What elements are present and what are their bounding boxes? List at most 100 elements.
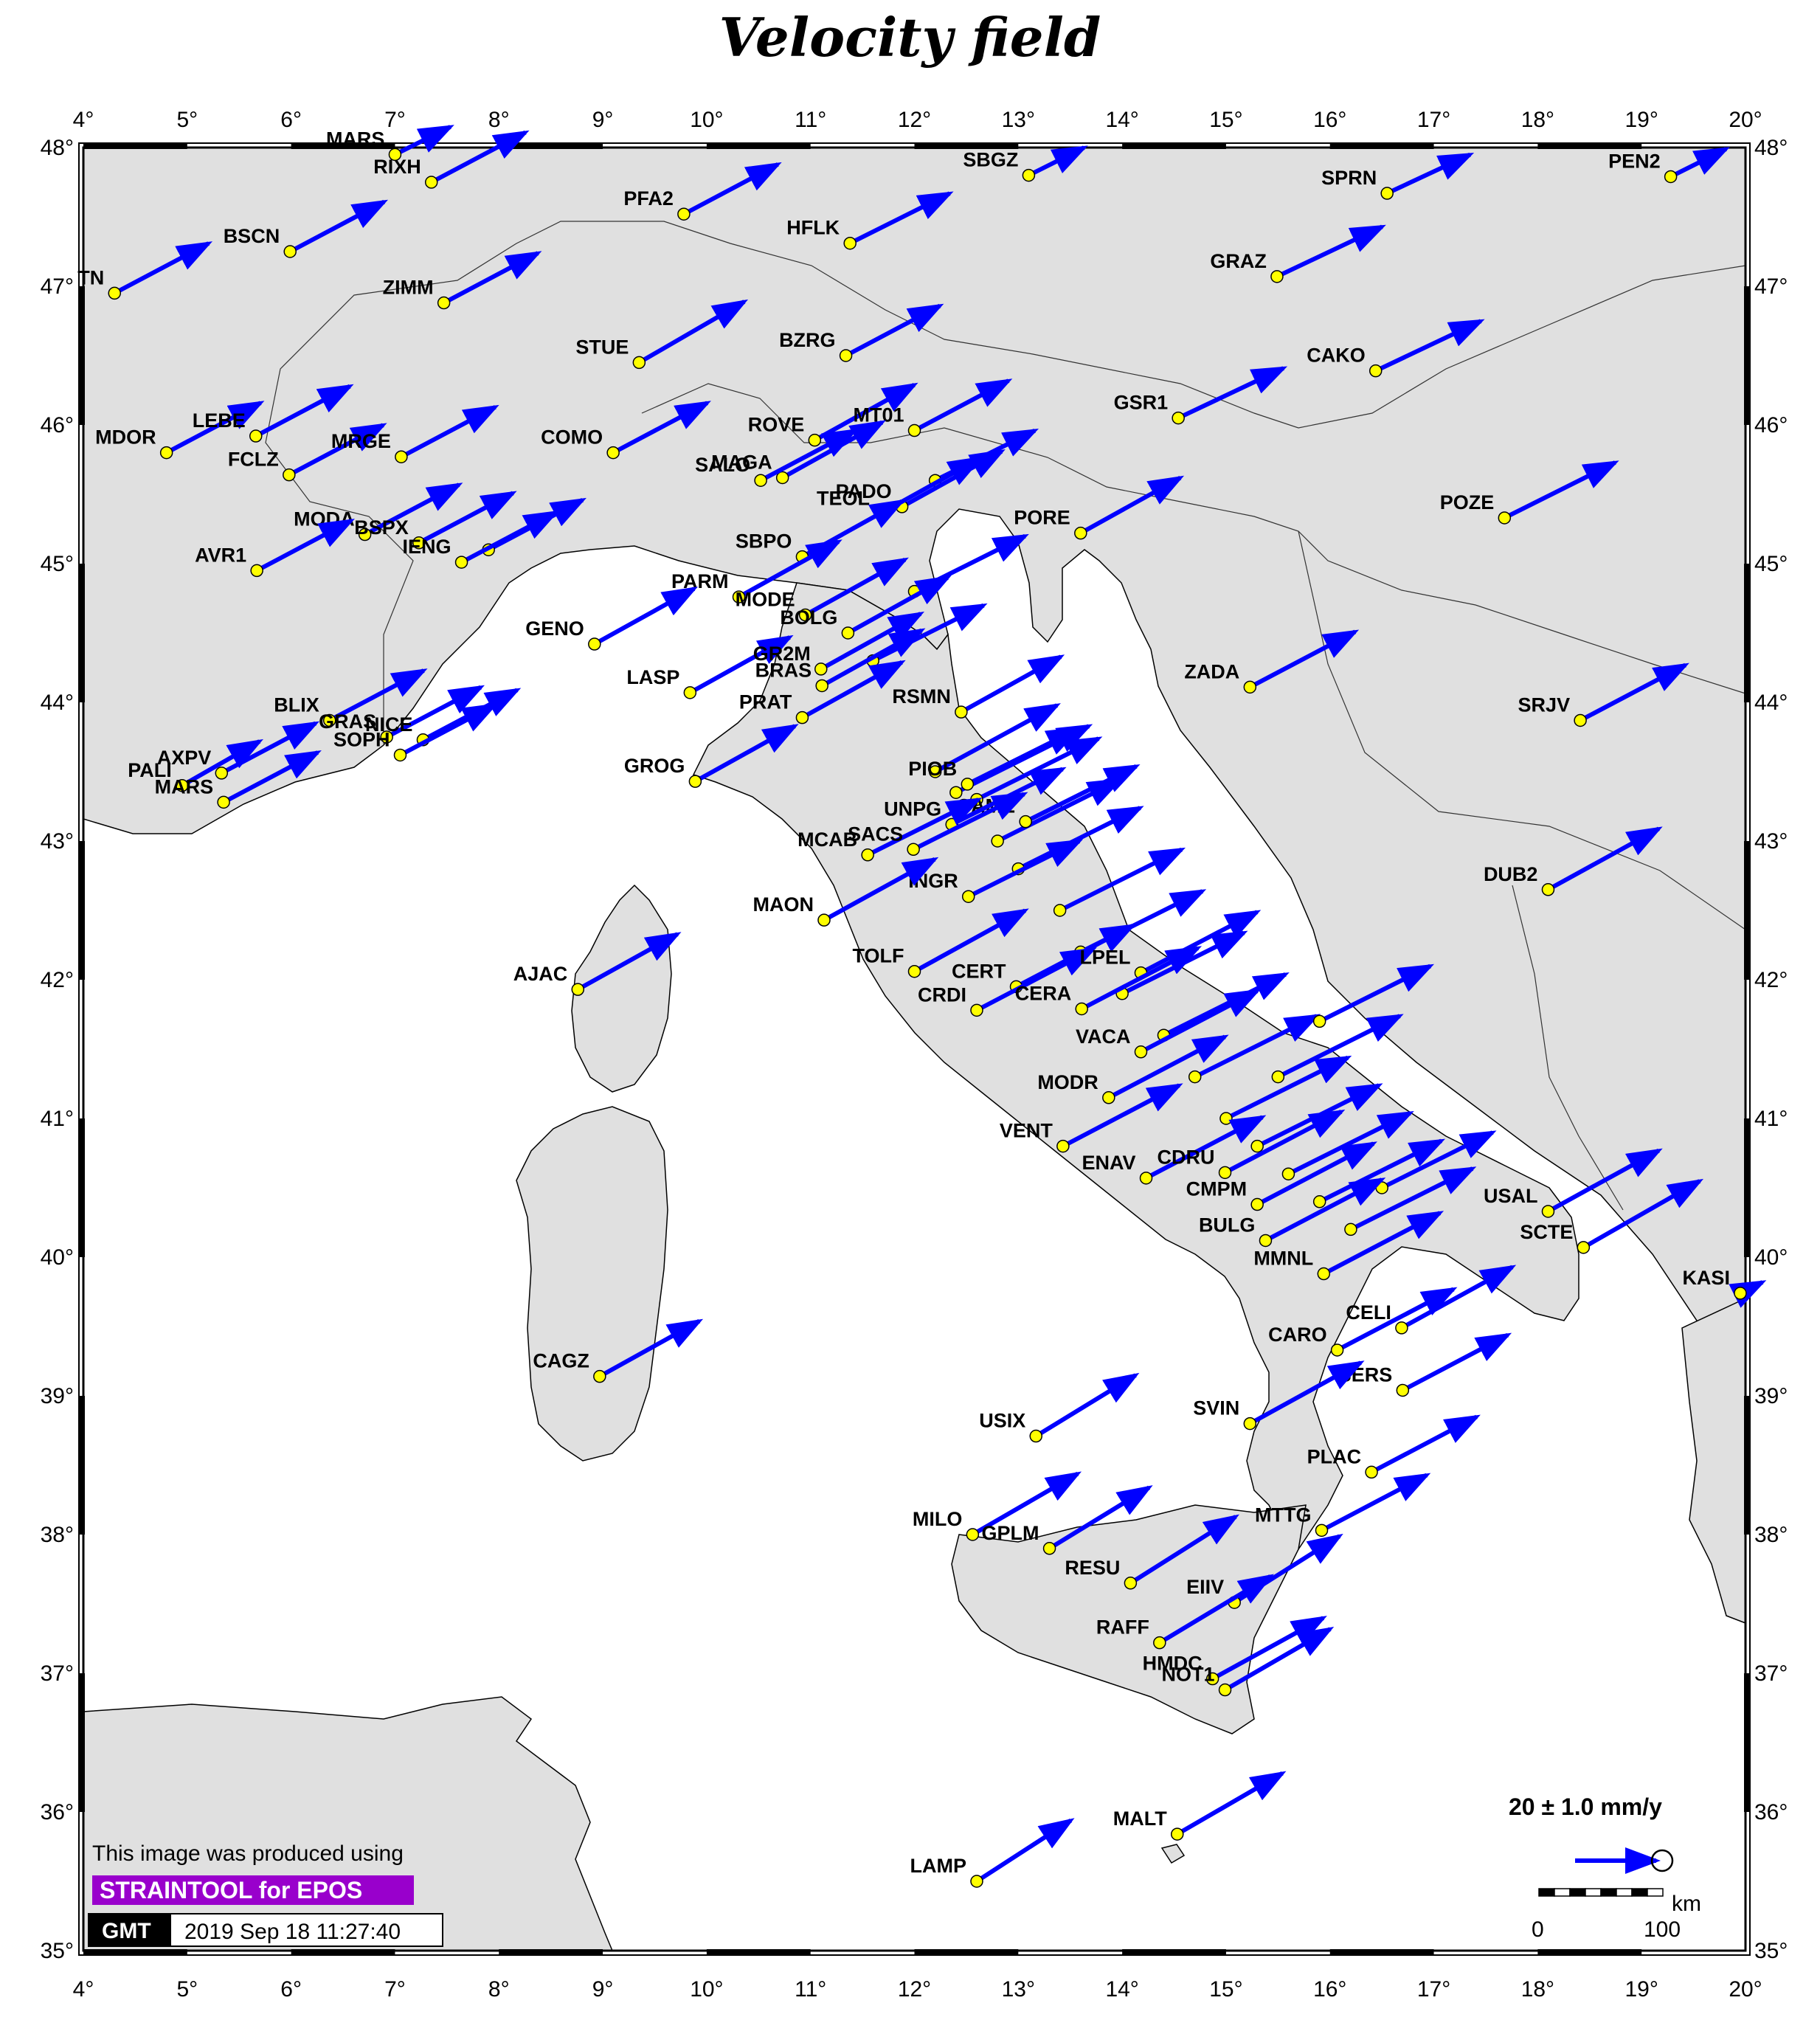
station-marker[interactable]	[1053, 904, 1067, 917]
station-marker[interactable]	[815, 679, 828, 693]
station-marker[interactable]	[1219, 1112, 1233, 1125]
station-marker[interactable]	[1369, 364, 1383, 378]
station-marker[interactable]	[1218, 1166, 1232, 1180]
station-marker[interactable]	[843, 236, 857, 250]
station-marker[interactable]	[1541, 883, 1555, 896]
station-marker[interactable]	[283, 245, 297, 258]
station-marker[interactable]	[632, 356, 646, 370]
station-marker[interactable]	[808, 433, 822, 447]
station-marker[interactable]	[688, 775, 702, 788]
station-marker[interactable]	[795, 710, 809, 724]
station-marker[interactable]	[839, 349, 853, 362]
station-marker[interactable]	[424, 176, 438, 189]
station-marker[interactable]	[970, 1875, 983, 1888]
station-marker[interactable]	[1102, 1091, 1115, 1104]
station-marker[interactable]	[1124, 1577, 1138, 1590]
station-marker[interactable]	[841, 626, 855, 640]
station-marker[interactable]	[1134, 1045, 1148, 1059]
station-marker[interactable]	[217, 795, 230, 809]
station-marker[interactable]	[1734, 1287, 1747, 1300]
station-marker[interactable]	[588, 637, 601, 651]
station-marker[interactable]	[1574, 713, 1587, 727]
station-marker[interactable]	[1022, 168, 1036, 182]
station-marker[interactable]	[606, 446, 620, 460]
station-marker[interactable]	[1577, 1241, 1591, 1254]
velocity-arrow	[759, 428, 859, 482]
station-marker[interactable]	[437, 296, 451, 310]
station-marker[interactable]	[1218, 1683, 1232, 1697]
station-marker[interactable]	[1243, 1417, 1257, 1431]
station-marker[interactable]	[571, 983, 585, 996]
station-marker[interactable]	[380, 730, 393, 744]
station-marker[interactable]	[593, 1369, 606, 1383]
station-marker[interactable]	[1312, 1195, 1326, 1208]
station-marker[interactable]	[970, 1003, 983, 1017]
station-marker[interactable]	[1153, 1636, 1166, 1650]
station-marker[interactable]	[1395, 1321, 1408, 1335]
station-marker[interactable]	[412, 536, 426, 550]
station-marker[interactable]	[249, 429, 263, 443]
station-marker[interactable]	[1498, 511, 1512, 525]
station-marker[interactable]	[1344, 1222, 1357, 1236]
station-marker[interactable]	[283, 468, 296, 482]
station-marker[interactable]	[754, 474, 767, 487]
station-marker[interactable]	[961, 778, 975, 791]
station-marker[interactable]	[817, 913, 831, 927]
station-marker[interactable]	[1250, 1139, 1264, 1153]
station-marker[interactable]	[1271, 1070, 1285, 1084]
station-marker[interactable]	[1270, 270, 1284, 283]
station-marker[interactable]	[991, 834, 1004, 848]
station-marker[interactable]	[393, 748, 407, 762]
station-marker[interactable]	[322, 713, 336, 727]
station-marker[interactable]	[1042, 1542, 1056, 1555]
station-marker[interactable]	[1171, 1827, 1184, 1841]
station-marker[interactable]	[1365, 1465, 1378, 1479]
station-marker[interactable]	[1075, 1002, 1088, 1016]
station-marker[interactable]	[1312, 1014, 1326, 1028]
station-marker[interactable]	[215, 767, 229, 780]
station-marker[interactable]	[159, 446, 173, 460]
station-marker[interactable]	[395, 450, 408, 463]
station-marker[interactable]	[250, 564, 263, 578]
station-marker[interactable]	[798, 608, 812, 622]
station-marker[interactable]	[1243, 680, 1257, 694]
station-marker[interactable]	[955, 705, 968, 719]
station-marker[interactable]	[388, 148, 402, 162]
station-marker[interactable]	[775, 471, 789, 485]
station-marker[interactable]	[677, 207, 691, 221]
station-marker[interactable]	[1056, 1139, 1070, 1153]
station-marker[interactable]	[1541, 1205, 1555, 1218]
station-marker[interactable]	[1315, 1523, 1329, 1538]
station-marker[interactable]	[1074, 526, 1087, 540]
station-marker[interactable]	[1317, 1267, 1331, 1281]
station-marker[interactable]	[1250, 1197, 1264, 1211]
station-marker[interactable]	[108, 286, 121, 300]
station-marker[interactable]	[1205, 1672, 1219, 1686]
station-marker[interactable]	[1172, 411, 1185, 425]
station-marker[interactable]	[1029, 1429, 1043, 1443]
station-marker[interactable]	[1396, 1383, 1410, 1397]
station-marker[interactable]	[176, 779, 189, 792]
station-marker[interactable]	[1380, 187, 1394, 200]
station-marker[interactable]	[966, 1528, 980, 1541]
station-marker[interactable]	[1664, 170, 1678, 184]
station-marker[interactable]	[1139, 1172, 1153, 1185]
station-marker[interactable]	[907, 843, 920, 857]
station-marker[interactable]	[454, 556, 468, 569]
station-marker[interactable]	[961, 890, 975, 903]
station-marker[interactable]	[1188, 1070, 1202, 1084]
station-marker[interactable]	[732, 590, 746, 603]
station-marker[interactable]	[814, 663, 828, 676]
station-marker[interactable]	[1019, 814, 1032, 829]
station-marker[interactable]	[907, 964, 921, 978]
station-label: CERA	[1015, 982, 1072, 1004]
station-marker[interactable]	[1281, 1167, 1295, 1180]
station-marker[interactable]	[1259, 1234, 1273, 1248]
station-marker[interactable]	[1330, 1343, 1344, 1357]
station-marker[interactable]	[861, 848, 874, 862]
station-marker[interactable]	[683, 686, 697, 699]
station-marker[interactable]	[907, 423, 921, 437]
station-marker[interactable]	[928, 765, 942, 778]
station-marker[interactable]	[358, 528, 372, 542]
